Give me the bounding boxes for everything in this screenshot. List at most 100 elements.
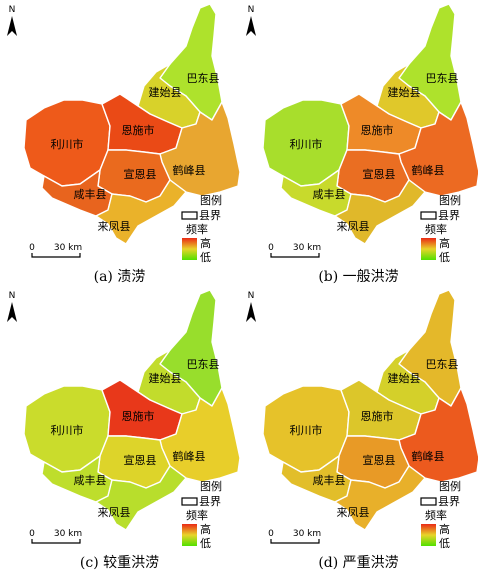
- legend-high-label: 高: [200, 522, 211, 536]
- north-label: N: [248, 5, 255, 15]
- county-label-xex: 宣恩县: [363, 453, 396, 467]
- county-label-hfx: 鹤峰县: [173, 163, 206, 177]
- scale-distance: 30 km: [54, 243, 82, 253]
- panel-caption: (d) 严重洪涝: [318, 555, 399, 571]
- county-label-xex: 宣恩县: [124, 453, 157, 467]
- scale-bar: [31, 253, 81, 258]
- county-label-bdx: 巴东县: [426, 72, 459, 85]
- legend-boundary-swatch: [420, 497, 437, 506]
- legend-boundary-label: 县界: [199, 495, 221, 508]
- county-lfx: [95, 465, 187, 531]
- county-label-jsx: 建始县: [149, 85, 182, 99]
- county-label-jsx: 建始县: [149, 371, 182, 385]
- scale-zero: 0: [29, 243, 35, 253]
- north-label: N: [9, 291, 16, 301]
- county-label-lcs: 利川市: [290, 423, 323, 437]
- county-label-xfx: 咸丰县: [74, 188, 107, 201]
- panel-caption: (a) 渍涝: [93, 269, 146, 285]
- legend-frequency-label: 频率: [425, 222, 447, 236]
- county-label-xfx: 咸丰县: [74, 474, 107, 487]
- panel-caption: (b) 一般洪涝: [318, 269, 399, 285]
- map-panel-4: 巴东县 建始县利川市 恩施市鹤峰县 宣恩县咸丰县来凤县 N 0 30 km 图例县界 频率高低 (…: [239, 286, 478, 572]
- legend-frequency-label: 频率: [425, 508, 447, 522]
- county-label-lcs: 利川市: [290, 137, 323, 151]
- legend-low-label: 低: [439, 251, 450, 264]
- county-label-lfx: 来凤县: [98, 506, 131, 519]
- legend-color-ramp: [182, 524, 197, 546]
- county-label-lfx: 来凤县: [337, 506, 370, 519]
- county-label-lcs: 利川市: [51, 423, 84, 437]
- scale-bar: [270, 539, 320, 544]
- legend-high-label: 高: [439, 522, 450, 536]
- map-panel-2: 巴东县 建始县利川市 恩施市鹤峰县 宣恩县咸丰县来凤县 N 0 30 km 图例县界 频率高低 (…: [239, 0, 478, 286]
- legend-boundary-label: 县界: [438, 209, 460, 222]
- county-label-ess: 恩施市: [122, 123, 155, 137]
- scale-distance: 30 km: [293, 529, 321, 539]
- county-label-xex: 宣恩县: [363, 167, 396, 181]
- scale-distance: 30 km: [293, 243, 321, 253]
- map-panel-3: 巴东县 建始县利川市 恩施市鹤峰县 宣恩县咸丰县来凤县 N 0 30 km 图例县界 频率高低 (…: [0, 286, 241, 572]
- county-label-hfx: 鹤峰县: [173, 449, 206, 463]
- county-label-ess: 恩施市: [361, 123, 394, 137]
- county-lfx: [334, 465, 426, 531]
- legend-boundary-label: 县界: [199, 209, 221, 222]
- county-label-xex: 宣恩县: [124, 167, 157, 181]
- county-label-jsx: 建始县: [388, 371, 421, 385]
- scale-distance: 30 km: [54, 529, 82, 539]
- legend-title: 图例: [200, 193, 222, 207]
- county-label-bdx: 巴东县: [187, 358, 220, 371]
- county-label-jsx: 建始县: [388, 85, 421, 99]
- map-panel-1: 巴东县 建始县利川市 恩施市鹤峰县 宣恩县咸丰县来凤县 N 0 30 km 图例县界 频率高低 (…: [0, 0, 241, 286]
- north-label: N: [248, 291, 255, 301]
- legend-boundary-swatch: [181, 497, 198, 506]
- legend-color-ramp: [421, 238, 436, 260]
- county-label-hfx: 鹤峰县: [412, 163, 445, 177]
- legend-boundary-swatch: [181, 211, 198, 220]
- county-label-xfx: 咸丰县: [313, 188, 346, 201]
- legend-frequency-label: 频率: [186, 508, 208, 522]
- scale-zero: 0: [268, 243, 274, 253]
- panel-caption: (c) 较重洪涝: [79, 555, 160, 571]
- legend-frequency-label: 频率: [186, 222, 208, 236]
- county-label-xfx: 咸丰县: [313, 474, 346, 487]
- county-label-ess: 恩施市: [122, 409, 155, 423]
- legend-title: 图例: [439, 193, 461, 207]
- scale-zero: 0: [29, 529, 35, 539]
- north-arrow-icon: [246, 16, 256, 36]
- county-label-hfx: 鹤峰县: [412, 449, 445, 463]
- legend-low-label: 低: [200, 251, 211, 264]
- scale-zero: 0: [268, 529, 274, 539]
- legend-title: 图例: [200, 479, 222, 493]
- county-lfx: [95, 179, 187, 245]
- county-lfx: [334, 179, 426, 245]
- scale-bar: [31, 539, 81, 544]
- county-label-lfx: 来凤县: [337, 220, 370, 233]
- legend-color-ramp: [421, 524, 436, 546]
- county-label-ess: 恩施市: [361, 409, 394, 423]
- scale-bar: [270, 253, 320, 258]
- legend-color-ramp: [182, 238, 197, 260]
- north-arrow-icon: [7, 16, 17, 36]
- legend-title: 图例: [439, 479, 461, 493]
- legend-low-label: 低: [200, 537, 211, 550]
- county-label-bdx: 巴东县: [187, 72, 220, 85]
- legend-boundary-label: 县界: [438, 495, 460, 508]
- legend-low-label: 低: [439, 537, 450, 550]
- county-label-bdx: 巴东县: [426, 358, 459, 371]
- county-label-lcs: 利川市: [51, 137, 84, 151]
- county-label-lfx: 来凤县: [98, 220, 131, 233]
- legend-boundary-swatch: [420, 211, 437, 220]
- north-label: N: [9, 5, 16, 15]
- legend-high-label: 高: [200, 236, 211, 250]
- north-arrow-icon: [7, 302, 17, 322]
- legend-high-label: 高: [439, 236, 450, 250]
